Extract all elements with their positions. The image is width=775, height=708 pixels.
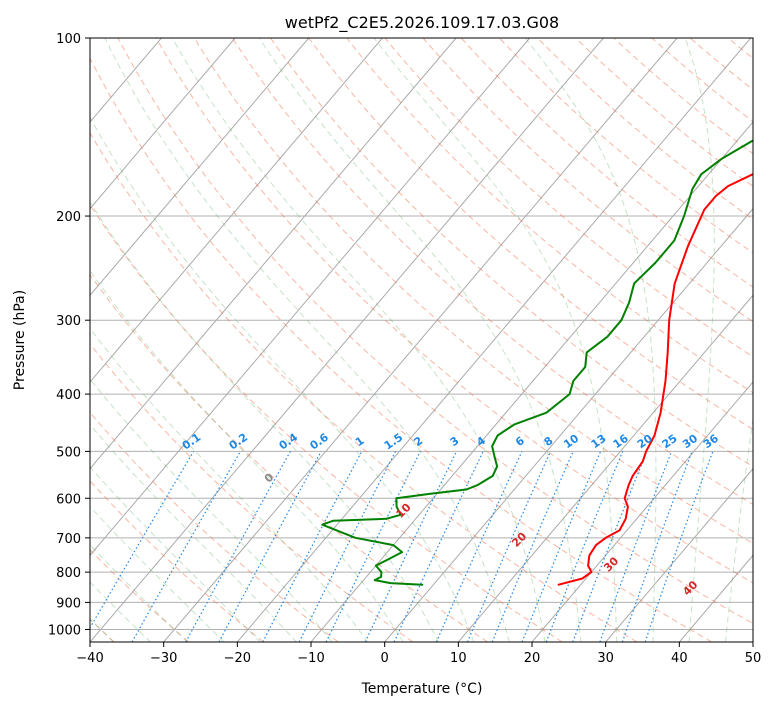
isotherm-line (90, 38, 236, 210)
dry-adiabat-line (155, 38, 753, 584)
moist-adiabat-line (90, 544, 189, 642)
x-tick-label: −30 (150, 651, 177, 666)
y-tick-label: 300 (56, 314, 81, 329)
mixing-ratio-line (364, 451, 458, 642)
temperature-profile-line (557, 173, 753, 586)
dry-adiabat-line (90, 480, 264, 642)
chart-title: wetPf2_C2E5.2026.109.17.03.G08 (285, 13, 559, 33)
x-tick-label: −40 (76, 651, 103, 666)
isotherm-line (90, 38, 531, 557)
y-tick-label: 700 (56, 532, 81, 547)
dewpoint-profile-line (321, 139, 753, 586)
x-tick-label: 10 (450, 651, 467, 666)
moist-adiabat-line (104, 38, 510, 642)
isotherm-line (531, 381, 753, 642)
dry-adiabat-line (231, 38, 753, 506)
moist-adiabat-line (524, 38, 657, 642)
isotherm-line (90, 38, 383, 383)
moist-adiabat-line (90, 116, 475, 642)
isotherm-line (752, 641, 753, 642)
dry-adiabat-line (90, 343, 414, 642)
moist-adiabat-line (762, 38, 775, 643)
mixing-ratio-line (325, 451, 421, 642)
isotherm-line (163, 38, 678, 642)
dry-adiabat-line (422, 38, 753, 323)
moist-adiabat-line (725, 415, 753, 642)
plot-area (90, 38, 753, 642)
isotherm-line (90, 38, 604, 642)
mixing-ratio-line (218, 451, 322, 642)
mixing-ratio-line (621, 451, 693, 642)
dry-adiabat-line (498, 38, 753, 254)
moist-adiabat-line (171, 38, 546, 642)
dry-adiabat-line (90, 57, 712, 642)
mixing-ratio-line (185, 451, 291, 642)
background-lines (90, 38, 775, 643)
mixing-ratio-line (491, 451, 574, 642)
isotherm-line (384, 207, 753, 642)
mixing-ratio-line (599, 451, 673, 642)
x-tick-label: 30 (597, 651, 614, 666)
plot-frame (89, 37, 754, 643)
y-axis-label: Pressure (hPa) (12, 290, 28, 390)
moist-adiabat-line (90, 201, 440, 642)
mixing-ratio-line (466, 451, 552, 642)
x-tick-label: −10 (297, 651, 324, 666)
y-tick-label: 1000 (48, 623, 81, 638)
dry-adiabat-line (460, 38, 753, 288)
y-tick-label: 200 (56, 210, 81, 225)
x-tick-label: 20 (524, 651, 541, 666)
mixing-ratio-line (393, 451, 484, 642)
x-axis: −40 −30 −20 −10 0 10 20 30 40 50 (76, 642, 761, 666)
x-axis-label: Temperature (°C) (361, 681, 483, 697)
mixing-ratio-line (644, 451, 714, 642)
mixing-ratio-line (90, 451, 195, 629)
y-tick-label: 400 (56, 388, 81, 403)
y-tick-label: 800 (56, 566, 81, 581)
moist-adiabat-line (258, 38, 582, 642)
y-tick-label: 600 (56, 492, 81, 507)
dry-adiabat-line (90, 131, 638, 642)
dry-adiabat-line (193, 38, 753, 544)
dry-adiabat-line (270, 38, 753, 468)
sounding-profiles (321, 139, 753, 586)
mixing-ratio-line (435, 451, 523, 642)
dry-adiabat-line (766, 38, 775, 642)
moist-adiabat-line (90, 269, 404, 642)
x-tick-label: −20 (224, 651, 251, 666)
y-tick-label: 900 (56, 596, 81, 611)
moist-adiabat-line (90, 581, 152, 642)
isotherm-line (90, 38, 457, 470)
mixing-ratio-line (131, 451, 241, 642)
x-tick-label: 40 (671, 651, 688, 666)
moist-adiabat-line (90, 327, 369, 642)
y-tick-label: 100 (56, 32, 81, 47)
x-tick-label: 0 (381, 651, 389, 666)
y-axis: 1000 900 800 700 600 500 400 300 200 100 (48, 32, 90, 638)
isotherm-line (236, 38, 752, 642)
y-tick-label: 500 (56, 445, 81, 460)
isotherm-line (605, 467, 753, 642)
isotherm-line (90, 38, 310, 297)
moist-adiabat-line (90, 423, 297, 642)
x-tick-label: 50 (745, 651, 762, 666)
dry-adiabat-line (308, 38, 753, 430)
isotherm-line (457, 294, 753, 642)
moist-adiabat-line (684, 38, 715, 642)
moist-adiabat-line (90, 378, 333, 642)
dry-adiabat-line (346, 38, 753, 394)
